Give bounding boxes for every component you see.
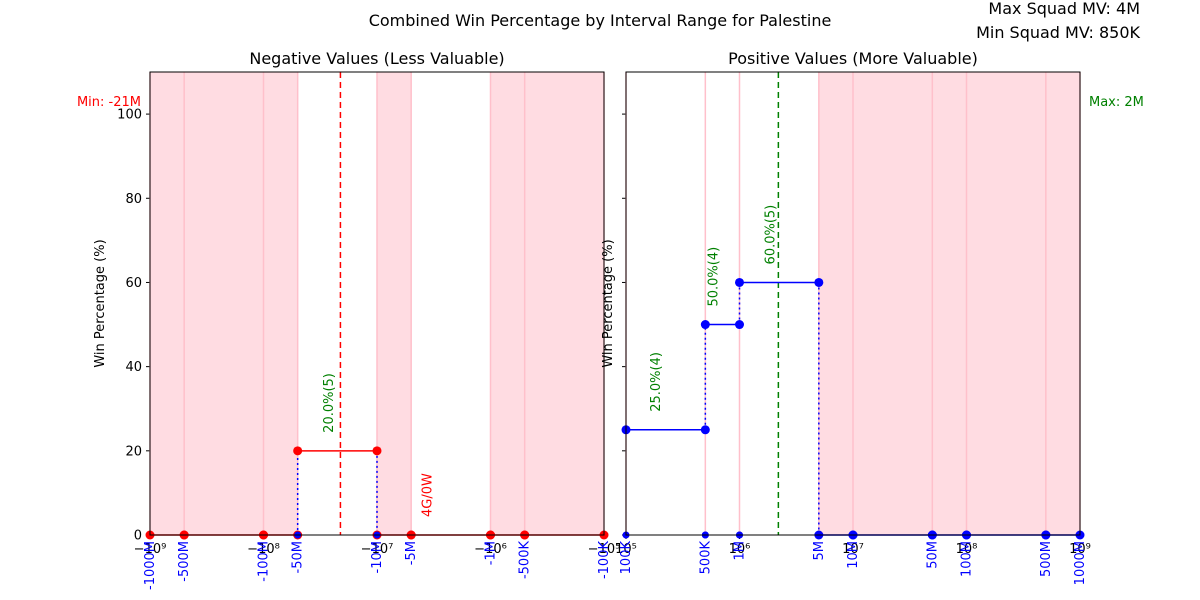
annotation-1: 50.0%(4) bbox=[707, 247, 722, 307]
interval-label-6: -1M bbox=[484, 541, 499, 565]
interval-label-6: 100M bbox=[960, 541, 975, 577]
y-tick-label-0: 0 bbox=[134, 529, 142, 544]
interval-label-1: -500M bbox=[177, 541, 192, 582]
y-tick-label-100: 100 bbox=[117, 108, 142, 123]
interval-label-7: 500M bbox=[1039, 541, 1054, 577]
interval-label-2: 1M bbox=[733, 541, 748, 561]
min-squad-mv-label: Min Squad MV: 850K bbox=[976, 23, 1140, 42]
negative-values-panel: Negative Values (Less Valuable) Win Perc… bbox=[77, 49, 620, 590]
shaded-range-2 bbox=[490, 72, 604, 535]
interval-label-3: -50M bbox=[291, 541, 306, 573]
interval-label-2: -100M bbox=[257, 541, 272, 582]
interval-label-5: 50M bbox=[925, 541, 940, 569]
y-tick-label-20: 20 bbox=[125, 444, 142, 459]
positive-panel-title: Positive Values (More Valuable) bbox=[728, 49, 978, 68]
segment-0-end-point bbox=[700, 425, 710, 435]
y-tick-label-40: 40 bbox=[125, 360, 142, 375]
positive-panel-ylabel: Win Percentage (%) bbox=[601, 239, 616, 367]
x-tick-label-0: 10⁵ bbox=[615, 542, 637, 557]
interval-label-8: 1000M bbox=[1073, 541, 1088, 585]
annotation-0: 20.0%(5) bbox=[322, 373, 337, 433]
interval-label-8: -100K bbox=[597, 541, 612, 580]
x-tick-label-1: −10⁸ bbox=[247, 542, 280, 557]
chart-title: Combined Win Percentage by Interval Rang… bbox=[369, 11, 832, 30]
annotation-2: 60.0%(5) bbox=[763, 205, 778, 265]
max-marker-label: Max: 2M bbox=[1089, 95, 1144, 110]
segment-3-end-point bbox=[372, 446, 382, 456]
shaded-range-0 bbox=[150, 72, 298, 535]
segment-3-start-point bbox=[293, 446, 303, 456]
interval-label-4: -10M bbox=[370, 541, 385, 573]
x-tick-label-0: −10⁹ bbox=[134, 542, 167, 557]
interval-label-0: -1000M bbox=[143, 541, 158, 590]
negative-panel-ylabel: Win Percentage (%) bbox=[93, 239, 108, 367]
segment-2-end-point bbox=[814, 277, 824, 287]
interval-label-1: 500K bbox=[698, 541, 713, 575]
x-tick-label-3: −10⁶ bbox=[474, 542, 507, 557]
interval-label-3: 5M bbox=[812, 541, 827, 561]
negative-panel-title: Negative Values (Less Valuable) bbox=[249, 49, 504, 68]
min-marker-label: Min: -21M bbox=[77, 95, 141, 110]
x-tick-label-3: 10⁸ bbox=[956, 542, 978, 557]
interval-label-0: 100K bbox=[619, 541, 634, 575]
shaded-range-1 bbox=[377, 72, 412, 535]
segment-1-start-point bbox=[700, 320, 710, 330]
x-tick-label-2: −10⁷ bbox=[361, 542, 394, 557]
x-tick-label-2: 10⁷ bbox=[842, 542, 864, 557]
segment-2-start-point bbox=[735, 277, 744, 287]
annotation-1: 4G/0W bbox=[420, 473, 435, 517]
x-tick-label-4: 10⁹ bbox=[1069, 542, 1091, 557]
y-tick-label-80: 80 bbox=[125, 192, 142, 207]
interval-label-4: 10M bbox=[846, 541, 861, 569]
annotation-0: 25.0%(4) bbox=[649, 352, 664, 412]
x-tick-label-4: −10⁵ bbox=[588, 542, 621, 557]
x-tick-label-1: 10⁶ bbox=[729, 542, 751, 557]
shaded-range-0 bbox=[818, 72, 1080, 535]
interval-label-5: -5M bbox=[404, 541, 419, 565]
y-tick-label-60: 60 bbox=[125, 276, 142, 291]
interval-label-7: -500K bbox=[518, 541, 533, 580]
segment-1-end-point bbox=[735, 320, 744, 330]
positive-values-panel: Positive Values (More Valuable) Win Perc… bbox=[601, 49, 1144, 585]
max-squad-mv-label: Max Squad MV: 4M bbox=[988, 0, 1140, 18]
